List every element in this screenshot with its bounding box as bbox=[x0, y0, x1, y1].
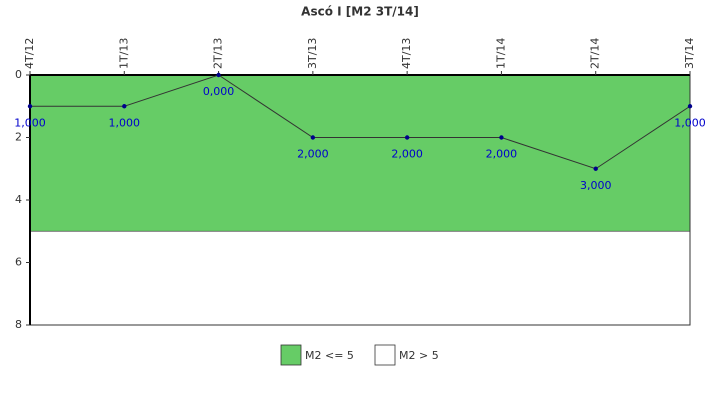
band bbox=[29, 74, 691, 232]
marker bbox=[593, 166, 598, 171]
legend-label: M2 > 5 bbox=[399, 349, 439, 362]
marker bbox=[687, 104, 693, 109]
value-label: 1,000 bbox=[14, 116, 46, 129]
y-tick-label: 2 bbox=[15, 131, 22, 144]
value-label: 1,000 bbox=[674, 116, 706, 129]
x-tick-label: 1T/14 bbox=[494, 38, 507, 69]
value-label: 2,000 bbox=[486, 148, 518, 161]
y-tick-label: 6 bbox=[15, 256, 22, 269]
marker bbox=[216, 72, 221, 78]
x-tick-label: 1T/13 bbox=[117, 38, 130, 69]
legend-swatch bbox=[374, 344, 396, 366]
x-tick-label: 3T/14 bbox=[683, 38, 696, 69]
x-tick-label: 4T/13 bbox=[400, 38, 413, 69]
value-label: 2,000 bbox=[297, 148, 329, 161]
value-label: 3,000 bbox=[580, 179, 612, 192]
marker bbox=[404, 135, 410, 140]
x-tick-label: 3T/13 bbox=[306, 38, 319, 69]
value-label: 1,000 bbox=[109, 116, 141, 129]
value-label: 0,000 bbox=[203, 85, 235, 98]
legend-label: M2 <= 5 bbox=[305, 349, 354, 362]
x-tick-label: 2T/14 bbox=[589, 38, 602, 69]
x-tick-label: 4T/12 bbox=[23, 38, 36, 69]
marker bbox=[122, 104, 127, 109]
value-label: 2,000 bbox=[391, 148, 423, 161]
chart-title: Ascó I [M2 3T/14] bbox=[301, 5, 419, 19]
marker bbox=[499, 135, 504, 140]
x-tick-label: 2T/13 bbox=[212, 38, 225, 69]
y-tick-label: 4 bbox=[15, 193, 22, 206]
marker bbox=[310, 135, 316, 140]
y-tick-label: 8 bbox=[15, 318, 22, 331]
line bbox=[30, 74, 691, 170]
marker bbox=[27, 104, 33, 109]
legend-swatch bbox=[280, 344, 302, 366]
band bbox=[29, 230, 691, 326]
y-tick-label: 0 bbox=[15, 68, 22, 81]
